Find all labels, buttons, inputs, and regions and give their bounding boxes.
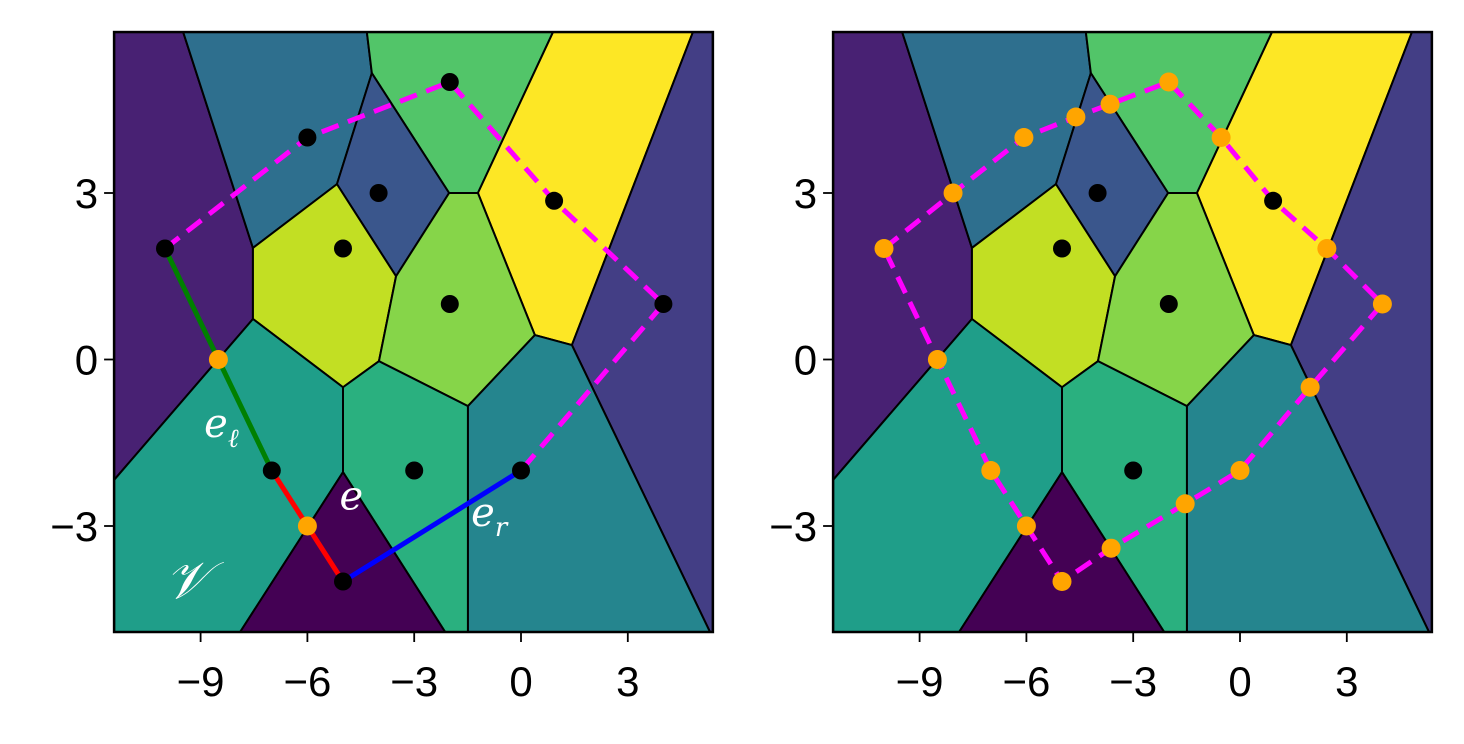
site-point	[156, 239, 174, 258]
site-point	[545, 191, 564, 210]
site-point	[405, 461, 424, 480]
x-tick-label: 3	[616, 658, 639, 705]
y-tick-label: 0	[794, 337, 817, 384]
edge-label: er	[471, 490, 509, 543]
highlight-point	[1372, 294, 1392, 314]
x-tick-label: 0	[509, 658, 532, 705]
highlight-point	[1016, 516, 1036, 536]
site-point	[1264, 191, 1283, 210]
highlight-point	[1230, 461, 1250, 480]
site-point	[262, 461, 281, 480]
site-point	[654, 295, 673, 313]
highlight-point	[874, 239, 894, 258]
site-point	[1159, 295, 1178, 313]
site-point	[1088, 184, 1107, 202]
highlight-point	[1052, 572, 1072, 591]
highlight-point	[981, 461, 1001, 480]
y-tick-label: 0	[75, 337, 98, 384]
x-tick-label: −9	[177, 658, 225, 705]
highlight-point	[1317, 239, 1337, 258]
x-tick-label: −9	[896, 658, 944, 705]
site-point	[334, 239, 352, 258]
left-voronoi-panel: eℓe er𝒱−9 −6 −3 0 3−303	[50, 30, 715, 705]
highlight-point	[1175, 494, 1195, 514]
edge-label: e	[339, 473, 363, 519]
highlight-point	[1101, 538, 1121, 558]
highlight-point	[1300, 377, 1320, 397]
x-tick-label: −3	[390, 658, 438, 705]
plot-area	[833, 32, 1432, 633]
x-tick-label: −6	[1002, 658, 1050, 705]
site-point	[1124, 461, 1143, 480]
site-point	[440, 295, 459, 313]
x-tick-label: −3	[1109, 658, 1157, 705]
highlight-point	[208, 350, 228, 369]
highlight-point	[1066, 107, 1086, 127]
series-boundary-dashed	[163, 79, 667, 473]
right-voronoi-panel: −9 −6 −3 0 3 −3 0 3	[769, 30, 1434, 705]
y-tick-label: −3	[50, 503, 98, 550]
voronoi-cell	[1185, 334, 1431, 633]
series-e_r	[341, 468, 523, 584]
highlight-point	[1159, 72, 1179, 92]
site-point	[298, 128, 317, 147]
site-point	[369, 184, 388, 202]
site-point	[512, 461, 530, 480]
y-tick-label: 3	[794, 170, 817, 217]
highlight-point	[1211, 128, 1231, 147]
highlight-point	[1100, 94, 1120, 114]
highlight-point	[297, 516, 317, 536]
site-point	[440, 73, 459, 91]
y-tick-label: −3	[769, 503, 817, 550]
x-tick-label: 0	[1228, 658, 1251, 705]
y-tick-label: 3	[75, 170, 98, 217]
highlight-point	[943, 183, 963, 203]
plot-area: eℓe er𝒱	[114, 32, 713, 633]
x-tick-label: 3	[1335, 658, 1358, 705]
site-point	[1053, 239, 1071, 258]
highlight-point	[927, 350, 947, 369]
highlight-point	[1014, 128, 1034, 147]
voronoi-cell	[466, 334, 712, 633]
site-point	[334, 572, 352, 591]
x-tick-label: −6	[283, 658, 331, 705]
